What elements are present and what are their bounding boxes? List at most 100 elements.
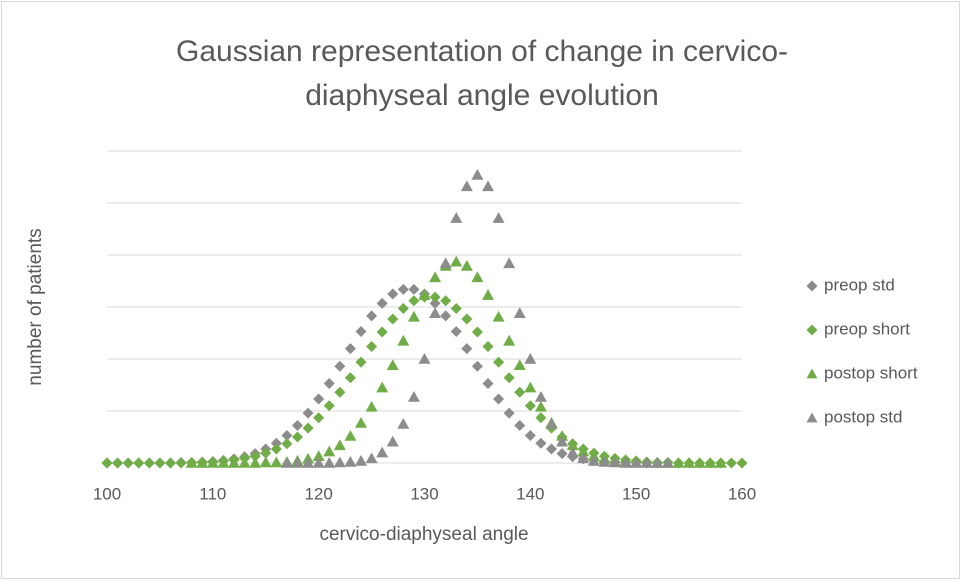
data-point (196, 457, 209, 468)
data-point (366, 341, 378, 353)
data-point (630, 457, 643, 468)
data-point (355, 454, 367, 466)
data-point (556, 429, 569, 441)
data-point (249, 457, 262, 468)
x-tick-label: 110 (199, 484, 226, 503)
data-point (524, 381, 537, 393)
data-point (683, 457, 696, 468)
x-tick-label: 120 (304, 484, 332, 503)
data-point (344, 372, 356, 384)
data-point (270, 437, 282, 449)
data-point (408, 283, 420, 295)
data-point (280, 457, 293, 468)
legend-marker (806, 324, 818, 336)
legend-marker (806, 368, 818, 379)
x-tick-label: 130 (410, 484, 438, 503)
data-point (397, 334, 410, 346)
data-point (302, 457, 315, 468)
data-point (407, 310, 420, 322)
legend-marker (806, 412, 818, 423)
data-point (397, 283, 409, 295)
data-point (228, 457, 240, 468)
data-point (514, 386, 526, 398)
data-point (397, 303, 409, 315)
data-point (185, 457, 198, 468)
data-point (206, 457, 219, 468)
data-point (482, 180, 494, 192)
data-point (524, 429, 536, 441)
data-point (292, 431, 303, 443)
data-point (429, 271, 442, 283)
data-point (407, 390, 420, 402)
data-point (366, 310, 378, 322)
data-point (577, 452, 590, 464)
data-point (386, 435, 399, 447)
data-point (355, 356, 367, 368)
data-point (323, 400, 335, 412)
data-point (249, 450, 261, 462)
data-point (693, 457, 706, 468)
data-point (439, 257, 452, 269)
data-point (408, 295, 420, 307)
data-point (333, 439, 346, 451)
chart-title: Gaussian representation of change in cer… (176, 35, 788, 68)
x-tick-label: 160 (728, 484, 756, 503)
data-point (355, 416, 367, 428)
data-point (429, 297, 441, 309)
data-point (270, 456, 283, 468)
data-point (672, 457, 685, 468)
data-point (281, 429, 293, 441)
data-point (577, 445, 590, 457)
data-point (535, 437, 547, 449)
data-point (714, 457, 727, 468)
x-axis-label: cervico-diaphyseal angle (319, 524, 528, 545)
data-point (461, 343, 473, 355)
data-point (429, 291, 441, 303)
data-point (259, 456, 272, 468)
data-point (397, 418, 410, 429)
data-point (312, 457, 325, 468)
data-point (334, 386, 346, 398)
x-tick-label: 150 (622, 484, 650, 503)
data-point (175, 457, 187, 469)
data-point (270, 443, 282, 455)
data-point (493, 356, 505, 368)
data-point (534, 400, 547, 412)
legend-label: preop short (824, 319, 910, 338)
legend-label: postop std (824, 407, 902, 426)
data-point (651, 457, 664, 468)
data-point (450, 255, 463, 267)
data-point (587, 454, 600, 466)
data-point (461, 313, 473, 325)
data-point (535, 412, 547, 424)
data-point (640, 457, 653, 468)
data-point (112, 457, 124, 469)
data-point (482, 377, 494, 389)
data-point (333, 456, 346, 468)
data-point (450, 303, 462, 315)
data-point (323, 445, 336, 457)
data-point (323, 377, 335, 389)
data-point (460, 180, 473, 192)
data-point (534, 390, 547, 402)
data-point (418, 289, 431, 300)
data-point (292, 420, 303, 432)
data-point (546, 443, 557, 455)
data-point (386, 359, 399, 371)
data-point (619, 457, 632, 468)
data-point (133, 457, 145, 469)
data-point (566, 446, 579, 458)
data-point (503, 334, 516, 346)
data-point (429, 307, 442, 319)
legend-marker (806, 280, 818, 292)
data-point (344, 343, 356, 355)
data-point (556, 448, 568, 460)
data-point (281, 438, 293, 450)
data-point (736, 457, 748, 469)
data-point (323, 457, 336, 468)
data-point (312, 450, 325, 462)
data-point (313, 412, 325, 424)
